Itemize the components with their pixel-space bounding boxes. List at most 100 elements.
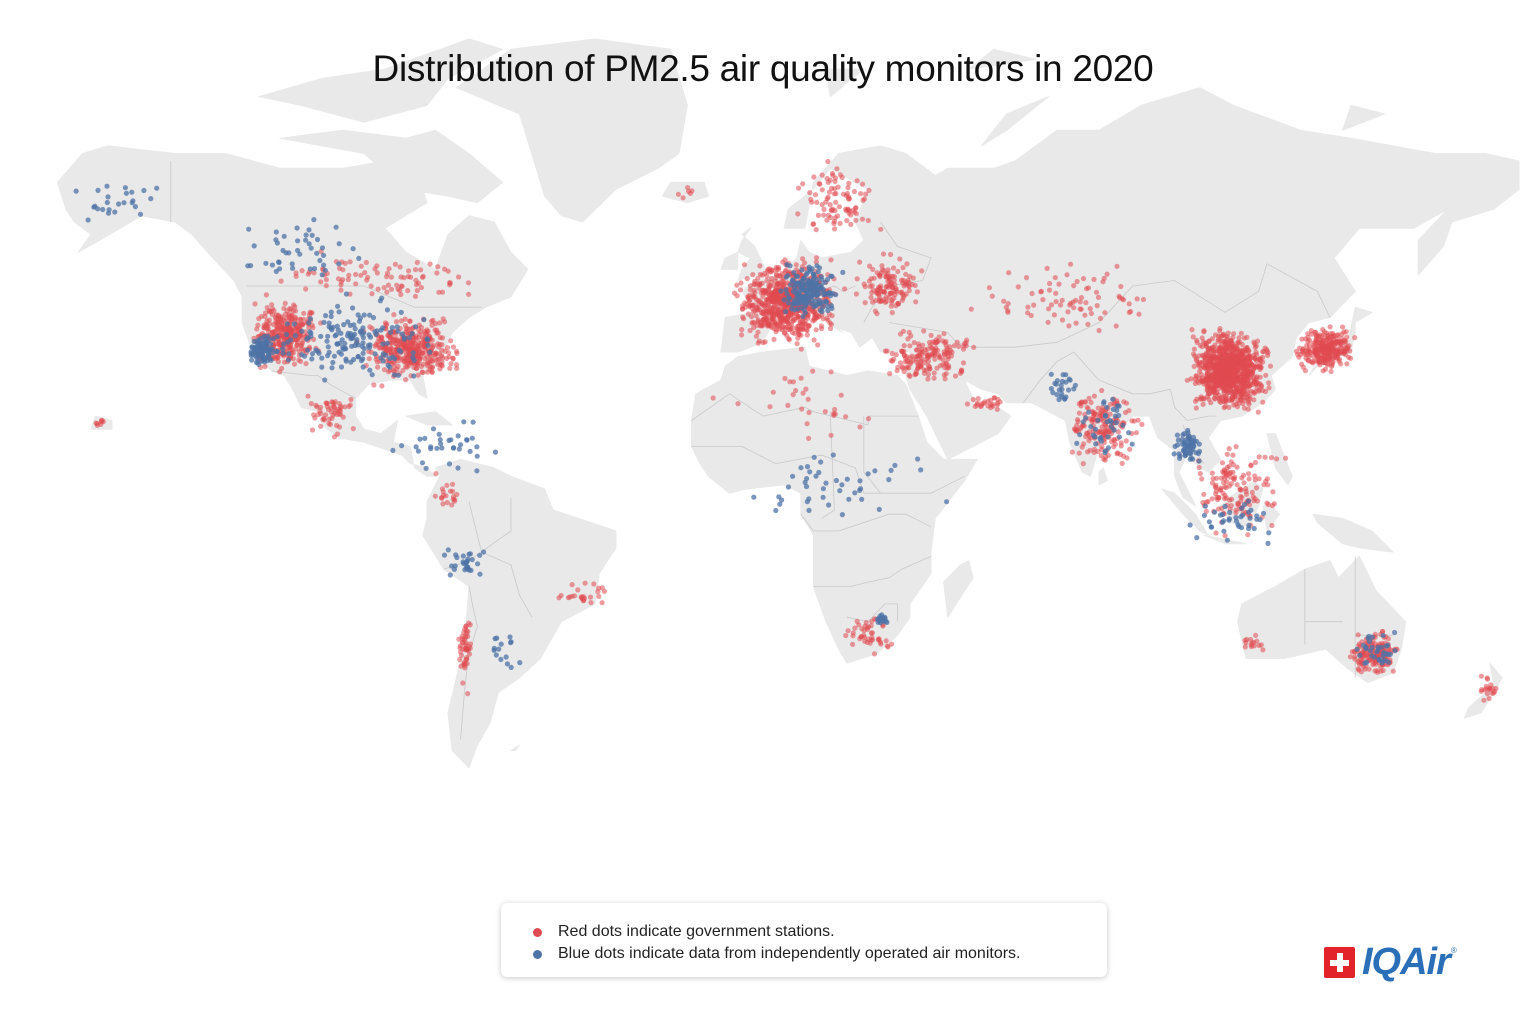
government-station-dot	[397, 264, 403, 270]
government-station-dot	[449, 502, 455, 508]
government-station-dot	[1078, 295, 1085, 301]
government-station-dot	[420, 361, 426, 367]
independent-monitor-dot	[814, 292, 821, 298]
government-station-dot	[913, 356, 919, 362]
government-station-dot	[1118, 443, 1124, 449]
government-station-dot	[1245, 532, 1251, 538]
independent-monitor-dot	[811, 271, 817, 278]
government-station-dot	[404, 360, 410, 367]
independent-monitor-dot	[1185, 430, 1191, 436]
government-station-dot	[1203, 508, 1209, 514]
government-station-dot	[281, 305, 287, 311]
government-station-dot	[1193, 405, 1199, 411]
independent-monitor-dot	[1086, 409, 1092, 415]
government-station-dot	[1073, 320, 1079, 326]
government-station-dot	[1087, 447, 1093, 453]
government-station-dot	[1366, 666, 1372, 672]
government-station-dot	[1243, 488, 1249, 494]
government-station-dot	[558, 592, 564, 599]
independent-monitor-dot	[1113, 420, 1119, 426]
independent-monitor-dot	[787, 263, 793, 269]
government-station-dot	[819, 202, 825, 208]
government-station-dot	[465, 280, 472, 286]
government-station-dot	[422, 331, 428, 337]
independent-monitor-dot	[781, 297, 787, 303]
independent-monitor-dot	[498, 641, 504, 647]
independent-monitor-dot	[1233, 518, 1240, 524]
independent-monitor-dot	[340, 346, 346, 352]
government-station-dot	[278, 278, 284, 284]
independent-monitor-dot	[306, 320, 312, 326]
independent-monitor-dot	[251, 338, 257, 345]
government-station-dot	[799, 406, 805, 412]
government-station-dot	[921, 367, 928, 373]
government-station-dot	[1239, 475, 1245, 481]
government-station-dot	[867, 263, 873, 269]
government-station-dot	[800, 256, 806, 262]
government-station-dot	[402, 316, 408, 322]
government-station-dot	[1080, 276, 1087, 282]
government-station-dot	[1233, 444, 1239, 450]
government-station-dot	[308, 401, 314, 407]
independent-monitor-dot	[865, 471, 871, 477]
government-station-dot	[877, 272, 883, 278]
independent-monitor-dot	[1083, 415, 1089, 421]
independent-monitor-dot	[820, 494, 826, 500]
government-station-dot	[1238, 330, 1244, 336]
government-station-dot	[435, 264, 441, 270]
government-station-dot	[412, 267, 419, 273]
government-station-dot	[408, 274, 414, 280]
government-station-dot	[843, 632, 849, 639]
government-station-dot	[739, 332, 745, 338]
government-station-dot	[452, 498, 458, 504]
government-station-dot	[1249, 489, 1255, 495]
government-station-dot	[254, 326, 260, 332]
government-station-dot	[740, 314, 746, 320]
government-station-dot	[832, 406, 838, 413]
government-station-dot	[379, 383, 385, 389]
government-station-dot	[831, 218, 838, 224]
government-station-dot	[804, 327, 810, 334]
independent-monitor-dot	[342, 340, 348, 347]
government-station-dot	[1220, 490, 1226, 496]
independent-monitor-dot	[1217, 512, 1224, 518]
government-station-dot	[1267, 363, 1274, 369]
government-station-dot	[291, 302, 297, 308]
government-station-dot	[1242, 644, 1248, 650]
government-station-dot	[1478, 673, 1484, 679]
government-station-dot	[904, 354, 910, 360]
government-station-dot	[444, 499, 450, 506]
independent-monitor-dot	[398, 309, 404, 315]
independent-monitor-dot	[1104, 404, 1110, 410]
independent-monitor-dot	[1066, 387, 1072, 393]
government-station-dot	[843, 193, 850, 199]
government-station-dot	[1196, 464, 1202, 471]
government-station-dot	[1001, 298, 1007, 304]
government-station-dot	[1221, 475, 1228, 481]
independent-monitor-dot	[498, 656, 504, 663]
government-station-dot	[1256, 454, 1262, 460]
government-station-dot	[904, 364, 911, 370]
government-station-dot	[899, 365, 906, 371]
government-station-dot	[440, 492, 446, 499]
government-station-dot	[1241, 395, 1247, 401]
government-station-dot	[271, 322, 277, 328]
legend-label-independent: Blue dots indicate data from independent…	[558, 945, 1021, 962]
government-station-dot	[311, 270, 317, 276]
government-station-dot	[1211, 395, 1217, 401]
government-station-dot	[1230, 452, 1236, 458]
independent-monitor-dot	[491, 647, 497, 653]
government-station-dot	[1213, 354, 1219, 360]
independent-monitor-dot	[336, 309, 342, 315]
government-station-dot	[1056, 281, 1062, 287]
independent-monitor-dot	[314, 250, 320, 256]
government-station-dot	[454, 362, 460, 368]
government-station-dot	[1243, 383, 1249, 389]
government-station-dot	[1104, 271, 1110, 277]
government-station-dot	[1213, 484, 1219, 491]
government-station-dot	[1299, 336, 1305, 342]
government-station-dot	[936, 334, 942, 340]
government-station-dot	[1133, 430, 1139, 436]
government-station-dot	[1087, 306, 1093, 312]
government-station-dot	[753, 313, 759, 319]
